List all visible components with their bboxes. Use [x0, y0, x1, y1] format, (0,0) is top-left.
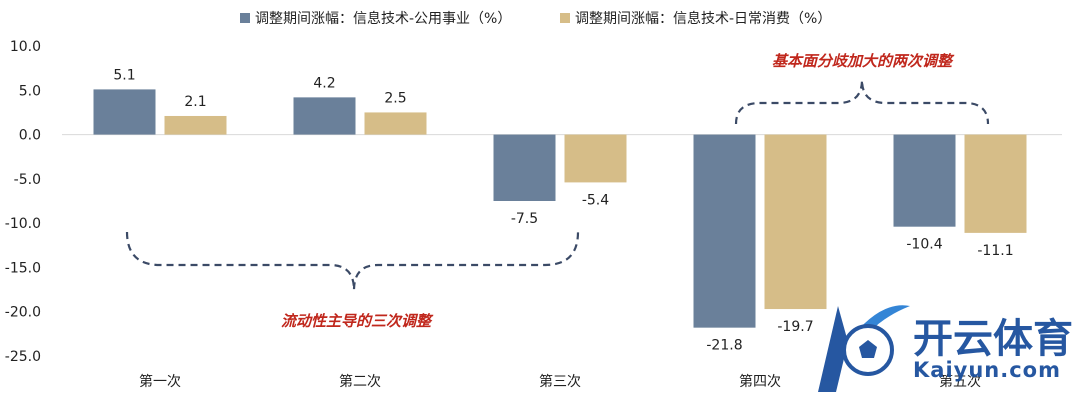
x-category-label: 第三次 [539, 373, 581, 390]
y-tick-label: -5.0 [14, 172, 41, 188]
y-tick-label: -15.0 [5, 260, 41, 276]
data-label: 4.2 [313, 75, 335, 91]
data-label: 5.1 [113, 67, 135, 83]
data-label: 2.5 [384, 90, 406, 106]
y-tick-label: 5.0 [19, 83, 41, 99]
x-axis-category-labels: 第一次 第二次 第三次 第四次 第五次 [139, 373, 981, 390]
data-label: 2.1 [184, 94, 206, 110]
logo-k-stem [818, 306, 848, 392]
bars [93, 89, 1027, 328]
x-category-label: 第五次 [939, 373, 981, 390]
bar-series-1-第三次 [493, 134, 556, 201]
y-tick-label: -25.0 [5, 349, 41, 365]
bar-series-1-第五次 [893, 134, 956, 227]
watermark-text-en: Kaiyun.com [913, 358, 1061, 382]
bar-series-2-第三次 [564, 134, 627, 183]
liquidity-brace [125, 231, 580, 291]
y-tick-label: -20.0 [5, 305, 41, 321]
bar-series-2-第一次 [164, 115, 227, 135]
watermark-logo: 开云体育 Kaiyun.com [818, 305, 1073, 392]
legend: 调整期间涨幅：信息技术-公用事业（%） 调整期间涨幅：信息技术-日常消费（%） [240, 10, 831, 27]
data-label: -5.4 [582, 192, 609, 208]
bar-series-1-第一次 [93, 89, 156, 135]
data-label: -10.4 [906, 237, 942, 253]
legend-label-series-1: 调整期间涨幅：信息技术-公用事业（%） [255, 10, 511, 27]
bar-series-1-第二次 [293, 97, 356, 135]
y-tick-label: 10.0 [10, 39, 41, 55]
legend-swatch-series-2 [560, 13, 570, 23]
bar-series-2-第二次 [364, 112, 427, 135]
legend-label-series-2: 调整期间涨幅：信息技术-日常消费（%） [575, 10, 831, 27]
data-label: -19.7 [777, 319, 813, 335]
y-tick-label: 0.0 [19, 128, 41, 144]
x-category-label: 第一次 [139, 373, 181, 390]
x-category-label: 第二次 [339, 373, 381, 390]
ball-pentagon-icon [859, 340, 877, 358]
fundamental-annotation: 基本面分歧加大的两次调整 [772, 52, 955, 70]
data-labels: 5.1 2.1 4.2 2.5 -7.5 -5.4 -21.8 -19.7 -10.4 -11.1 [113, 67, 1013, 353]
data-label: -11.1 [977, 243, 1013, 259]
liquidity-annotation: 流动性主导的三次调整 [281, 312, 434, 330]
x-category-label: 第四次 [739, 373, 781, 390]
y-axis-tick-labels: 10.0 5.0 0.0 -5.0 -10.0 -15.0 -20.0 -25.0 [5, 39, 41, 365]
bar-series-1-第四次 [693, 134, 756, 328]
bar-series-2-第四次 [764, 134, 827, 310]
fundamental-brace [734, 79, 990, 125]
bar-series-2-第五次 [964, 134, 1027, 233]
y-tick-label: -10.0 [5, 216, 41, 232]
watermark-text-cn: 开云体育 [913, 316, 1073, 362]
data-label: -21.8 [706, 338, 742, 354]
data-label: -7.5 [511, 211, 538, 227]
legend-swatch-series-1 [240, 13, 250, 23]
